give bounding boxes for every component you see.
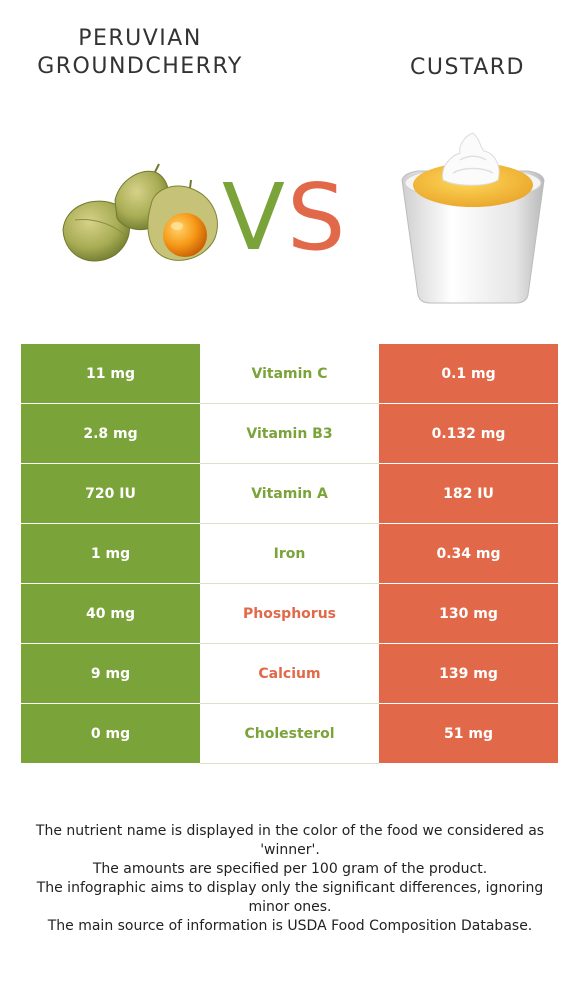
right-value: 0.1 mg — [379, 344, 558, 404]
nutrient-name: Vitamin C — [200, 344, 379, 404]
nutrient-name: Vitamin A — [200, 464, 379, 524]
nutrient-name: Calcium — [200, 644, 379, 704]
vs-v: V — [222, 164, 287, 271]
nutrient-name: Vitamin B3 — [200, 404, 379, 464]
left-value: 11 mg — [21, 344, 200, 404]
nutrient-name: Phosphorus — [200, 584, 379, 644]
right-value: 0.132 mg — [379, 404, 558, 464]
left-value: 720 IU — [21, 464, 200, 524]
right-value: 51 mg — [379, 704, 558, 764]
nutrient-name: Iron — [200, 524, 379, 584]
footer-note-4: The main source of information is USDA F… — [47, 918, 533, 934]
right-value: 182 IU — [379, 464, 558, 524]
left-value: 2.8 mg — [21, 404, 200, 464]
left-value: 0 mg — [21, 704, 200, 764]
nutrient-row: 720 IU Vitamin A 182 IU — [21, 464, 558, 524]
left-value: 1 mg — [21, 524, 200, 584]
nutrient-row: 1 mg Iron 0.34 mg — [21, 524, 558, 584]
left-value: 40 mg — [21, 584, 200, 644]
nutrient-name: Cholesterol — [200, 704, 379, 764]
footer-note-3: The infographic aims to display only the… — [36, 880, 544, 915]
footer-note-1: The nutrient name is displayed in the co… — [35, 823, 545, 858]
nutrient-row: 0 mg Cholesterol 51 mg — [21, 704, 558, 764]
groundcherry-image — [62, 163, 218, 262]
left-value: 9 mg — [21, 644, 200, 704]
right-value: 130 mg — [379, 584, 558, 644]
vs-label: VS — [222, 168, 347, 268]
nutrient-row: 11 mg Vitamin C 0.1 mg — [21, 344, 558, 404]
right-value: 139 mg — [379, 644, 558, 704]
food-title-right: CUSTARD — [410, 55, 525, 80]
vs-s: S — [286, 164, 348, 271]
food-title-left: PERUVIAN GROUNDCHERRY — [37, 26, 243, 79]
footer-notes: The nutrient name is displayed in the co… — [20, 822, 560, 936]
footer-note-2: The amounts are specified per 100 gram o… — [92, 861, 488, 877]
nutrient-row: 2.8 mg Vitamin B3 0.132 mg — [21, 404, 558, 464]
nutrient-row: 9 mg Calcium 139 mg — [21, 644, 558, 704]
comparison-table: 11 mg Vitamin C 0.1 mg 2.8 mg Vitamin B3 0.13… — [21, 344, 558, 764]
custard-image — [401, 132, 545, 304]
right-value: 0.34 mg — [379, 524, 558, 584]
nutrient-row: 40 mg Phosphorus 130 mg — [21, 584, 558, 644]
